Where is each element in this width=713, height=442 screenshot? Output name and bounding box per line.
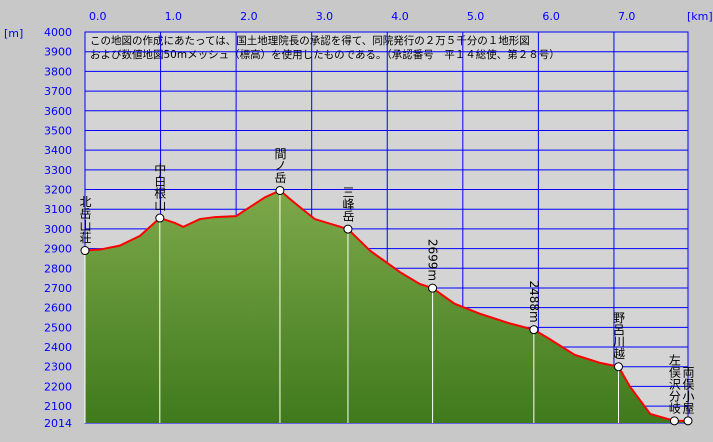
- y-tick-label: 2900: [44, 243, 72, 256]
- x-tick-label: 2.0: [240, 10, 257, 23]
- waypoint-marker: [155, 213, 165, 223]
- note: この地図の作成にあたっては、国土地理院長の承認を得て、同院発行の２万５千分の１地…: [90, 34, 530, 47]
- x-tick-label: 4.0: [391, 10, 409, 23]
- y-unit: [m]: [4, 27, 23, 40]
- waypoint-label: 左俣沢分岐: [667, 352, 681, 413]
- y-tick-label: 2014: [44, 417, 72, 430]
- x-unit: [km]: [687, 10, 713, 23]
- waypoint-marker: [80, 246, 90, 256]
- y-tick-label: 3500: [44, 124, 72, 137]
- y-tick-label: 3000: [44, 223, 72, 236]
- x-tick-label: 1.0: [165, 10, 183, 23]
- y-tick-label: 2200: [44, 380, 72, 393]
- x-tick-label: 7.0: [618, 10, 636, 23]
- y-tick-label: 3900: [44, 46, 72, 59]
- waypoint-label: 三峰岳: [341, 186, 355, 222]
- x-tick-label: 3.0: [316, 10, 334, 23]
- y-tick-label: 3600: [44, 105, 72, 118]
- waypoint-label: 2699m: [426, 239, 440, 281]
- waypoint-label: 両俣小屋: [681, 366, 695, 415]
- x-tick-label: 5.0: [467, 10, 485, 23]
- x-tick-label: 0.0: [89, 10, 107, 23]
- profile-line: [84, 189, 688, 422]
- waypoint-label: 2488m: [527, 280, 541, 322]
- waypoint-marker: [683, 416, 693, 426]
- y-tick-label: 2400: [44, 341, 72, 354]
- waypoint-label: 北岳山荘: [78, 195, 92, 244]
- y-tick-label: 2700: [44, 282, 72, 295]
- y-tick-label: 3400: [44, 144, 72, 157]
- y-tick-label: 3200: [44, 184, 72, 197]
- y-tick-label: 3300: [44, 164, 72, 177]
- waypoint-label: 野呂川越: [611, 311, 625, 360]
- waypoint-marker: [275, 185, 285, 195]
- y-tick-label: 2300: [44, 361, 72, 374]
- waypoint-label: 中白根山: [153, 162, 167, 211]
- waypoint-marker: [428, 283, 438, 293]
- waypoint-label: 間ノ岳: [273, 147, 287, 183]
- y-tick-label: 2500: [44, 321, 72, 334]
- x-tick-label: 6.0: [542, 10, 560, 23]
- profile-area: [85, 190, 688, 423]
- y-tick-label: 3800: [44, 65, 72, 78]
- waypoint-marker: [669, 416, 679, 426]
- y-tick-label: 3700: [44, 85, 72, 98]
- waypoint-marker: [529, 325, 539, 335]
- y-tick-label: 2800: [44, 262, 72, 275]
- y-tick-label: 2100: [44, 400, 72, 413]
- y-tick-label: 4000: [44, 26, 72, 39]
- waypoint-marker: [613, 362, 623, 372]
- y-tick-label: 2600: [44, 302, 72, 315]
- y-tick-label: 3100: [44, 203, 72, 216]
- waypoint-marker: [343, 224, 353, 234]
